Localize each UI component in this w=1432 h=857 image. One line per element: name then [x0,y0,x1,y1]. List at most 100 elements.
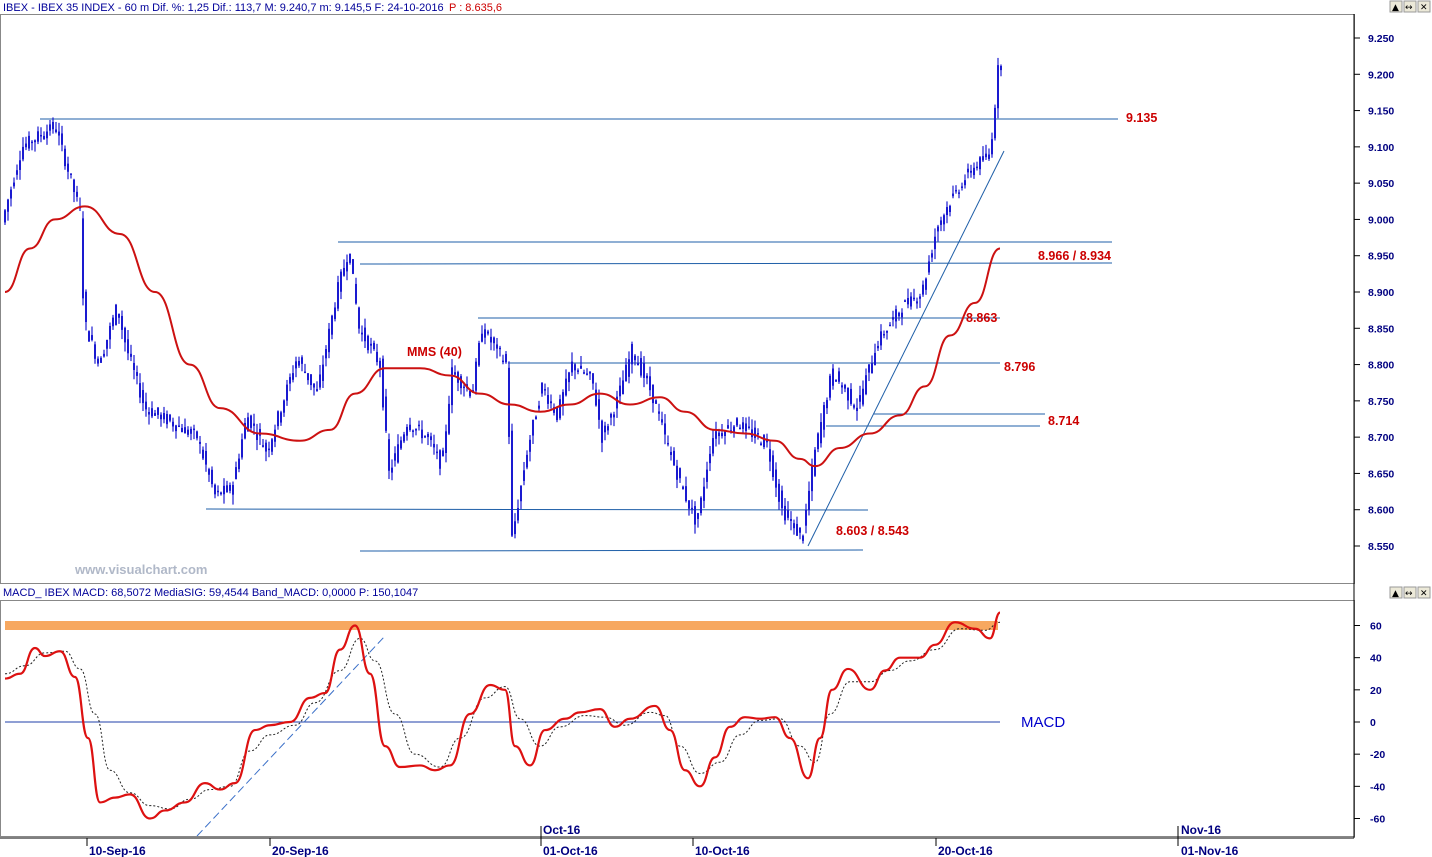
candle-body [613,414,615,418]
candle-body [715,431,717,439]
candle-body [688,500,690,509]
candle-body [883,333,885,336]
candle-body [931,253,933,258]
mms-40-line [4,205,1001,468]
candle-body [166,414,168,425]
level-label-8863: 8.863 [966,311,997,325]
candle-body [586,373,588,375]
candle-body [373,342,375,350]
candle-body [559,399,561,419]
macd-resize-icon: ↔ [1405,589,1413,599]
candle-body [742,422,744,429]
price-tick-label: 9.000 [1368,214,1394,226]
candle-body [361,332,363,335]
candle-body [604,425,606,433]
candle-body [727,425,729,429]
candle-body [607,426,609,431]
candle-body [142,389,144,404]
candle-body [295,361,297,369]
candle-body [502,360,504,363]
candle-body [28,135,30,149]
candle-body [124,327,126,343]
candle-body [112,317,114,327]
candle-body [781,490,783,509]
candle-body [784,505,786,521]
maximize-button[interactable]: ▲ [1389,0,1403,13]
candle-body [178,425,180,428]
macd-axis: 60 40 20 0 -20 -40 -60 [1354,621,1385,826]
candle-body [706,469,708,482]
candle-body [640,358,642,376]
candle-body [814,449,816,476]
candle-body [772,455,774,478]
price-tick-label: 8.900 [1368,287,1394,299]
candle-body [37,131,39,142]
candle-body [955,189,957,192]
candle-body [691,507,693,510]
candle-body [226,485,228,493]
candle-body [127,339,129,354]
candle-body [427,433,429,438]
candle-body [181,427,183,433]
candle-body [13,182,15,187]
candle-body [913,297,915,300]
candle-body [799,527,801,533]
candle-body [787,510,789,518]
x-day-10oct: 10-Oct-16 [695,844,750,857]
candle-body [889,324,891,327]
candle-body [997,65,999,109]
candle-body [10,189,12,199]
macd-resize-button[interactable]: ↔ [1403,586,1417,599]
candle-body [751,429,753,438]
candle-body [619,385,621,397]
candle-body [58,131,60,136]
watermark: www.visualchart.com [74,562,207,577]
candle-body [550,401,552,404]
maximize-icon: ▲ [1392,3,1399,13]
candle-body [892,317,894,320]
candle-body [151,408,153,417]
candle-body [199,441,201,444]
close-button[interactable]: ✕ [1417,0,1431,13]
x-day-20oct: 20-Oct-16 [938,844,993,857]
candle-body [712,438,714,454]
candle-body [859,395,861,402]
candle-body [631,344,633,365]
price-header-p: P : 8.635,6 [449,2,502,14]
candle-body [136,372,138,376]
candle-body [979,157,981,170]
candle-body [505,354,507,363]
candle-body [421,429,423,439]
candle-body [637,362,639,366]
candle-body [463,386,465,389]
candle-body [574,364,576,371]
candle-body [817,433,819,450]
candle-body [346,262,348,272]
candle-body [196,431,198,439]
candle-body [73,179,75,193]
candle-body [154,413,156,416]
candle-body [910,296,912,307]
macd-close-button[interactable]: ✕ [1417,586,1431,599]
candle-body [409,424,411,430]
level-line-8603 [205,508,869,511]
resize-button[interactable]: ↔ [1403,0,1417,13]
macd-maximize-button[interactable]: ▲ [1389,586,1403,599]
candle-body [769,449,771,462]
candle-body [205,451,207,465]
candle-body [901,312,903,318]
candle-body [562,392,564,406]
candle-body [652,384,654,404]
candle-body [682,486,684,490]
candle-body [61,133,63,145]
candle-body [643,363,645,378]
candle-body [958,192,960,194]
candle-body [985,153,987,158]
candle-body [940,220,942,225]
candle-body [415,429,417,431]
candle-body [448,403,450,434]
candle-body [292,373,294,380]
candle-body [316,389,318,391]
candle-body [628,359,630,377]
